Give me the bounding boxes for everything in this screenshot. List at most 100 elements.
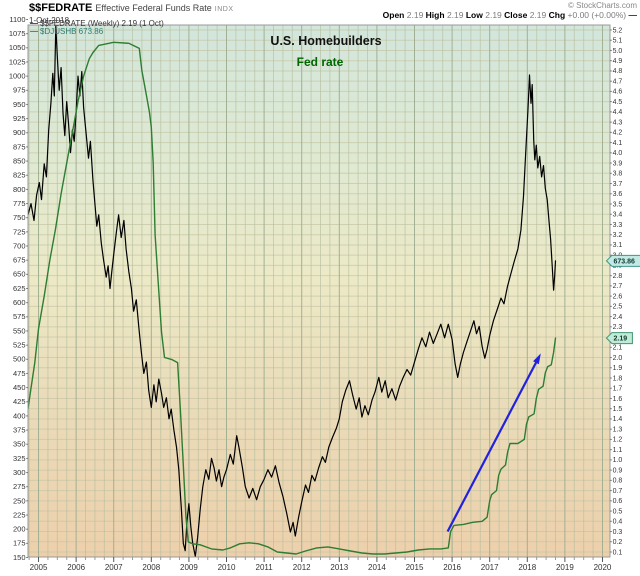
svg-text:1.8: 1.8 — [613, 375, 623, 382]
svg-text:475: 475 — [13, 369, 26, 378]
open-label: Open — [382, 10, 405, 20]
svg-text:2010: 2010 — [218, 563, 236, 572]
chart-legend: — $$FEDRATE (Weekly) 2.19 (1 Oct) — $DJUSH… — [30, 20, 164, 36]
chart-date: 1-Oct-2018 — [29, 16, 70, 25]
svg-text:600: 600 — [13, 298, 26, 307]
close-label: Close — [504, 10, 528, 20]
svg-text:750: 750 — [13, 213, 26, 222]
horizontal-gridlines — [28, 29, 610, 553]
svg-text:2007: 2007 — [105, 563, 123, 572]
svg-text:2.4: 2.4 — [613, 314, 623, 321]
svg-text:575: 575 — [13, 312, 26, 321]
copyright: © StockCharts.com — [567, 1, 637, 10]
svg-text:400: 400 — [13, 411, 26, 420]
svg-text:0.5: 0.5 — [613, 508, 623, 515]
svg-text:2.5: 2.5 — [613, 304, 623, 311]
svg-text:1025: 1025 — [9, 57, 26, 66]
legend-item-djushb: — $DJUSHB 673.86 — [30, 28, 164, 36]
svg-text:1.7: 1.7 — [613, 386, 623, 393]
svg-text:4.5: 4.5 — [613, 99, 623, 106]
annotation-u-s-homebuilders: U.S. Homebuilders — [270, 34, 381, 48]
svg-text:3.3: 3.3 — [613, 222, 623, 229]
svg-text:2020: 2020 — [594, 563, 612, 572]
svg-text:950: 950 — [13, 100, 26, 109]
svg-text:0.9: 0.9 — [613, 467, 623, 474]
svg-text:3.4: 3.4 — [613, 212, 623, 219]
svg-text:850: 850 — [13, 156, 26, 165]
svg-text:4.8: 4.8 — [613, 68, 623, 75]
svg-text:5.2: 5.2 — [613, 27, 623, 34]
svg-text:525: 525 — [13, 341, 26, 350]
svg-text:2019: 2019 — [556, 563, 574, 572]
svg-text:2.7: 2.7 — [613, 283, 623, 290]
svg-text:3.1: 3.1 — [613, 242, 623, 249]
svg-text:1075: 1075 — [9, 29, 26, 38]
svg-text:925: 925 — [13, 114, 26, 123]
svg-text:500: 500 — [13, 355, 26, 364]
svg-text:4.9: 4.9 — [613, 58, 623, 65]
exchange-label: INDX — [214, 6, 234, 13]
svg-text:4.3: 4.3 — [613, 119, 623, 126]
low-value: 2.19 — [485, 10, 502, 20]
svg-text:1.3: 1.3 — [613, 426, 623, 433]
svg-text:725: 725 — [13, 227, 26, 236]
plot-background — [28, 25, 610, 557]
svg-text:4.7: 4.7 — [613, 78, 623, 85]
left-axis: 1100 1075 1050 1025 1000 975 950 925 900 875 850 82… — [9, 15, 28, 562]
svg-text:800: 800 — [13, 185, 26, 194]
svg-text:1.5: 1.5 — [613, 406, 623, 413]
svg-text:3.6: 3.6 — [613, 191, 623, 198]
svg-text:2.3: 2.3 — [613, 324, 623, 331]
svg-text:5.0: 5.0 — [613, 48, 623, 55]
svg-text:3.8: 3.8 — [613, 171, 623, 178]
x-axis: 2005 2006 2007 2008 2009 2010 2011 2012 2013 2014… — [28, 557, 612, 572]
symbol-title: $$FEDRATE — [29, 2, 93, 14]
high-value: 2.19 — [446, 10, 464, 20]
svg-text:3.7: 3.7 — [613, 181, 623, 188]
svg-text:425: 425 — [13, 397, 26, 406]
chart-header: $$FEDRATE Effective Federal Funds Rate IND… — [29, 2, 234, 26]
low-label: Low — [465, 10, 483, 20]
svg-text:1.2: 1.2 — [613, 437, 623, 444]
svg-text:3.2: 3.2 — [613, 232, 623, 239]
svg-text:700: 700 — [13, 241, 26, 250]
symbol-description: Effective Federal Funds Rate — [95, 3, 212, 13]
svg-text:4.1: 4.1 — [613, 140, 623, 147]
svg-text:673.86: 673.86 — [614, 258, 636, 265]
svg-text:1.9: 1.9 — [613, 365, 623, 372]
svg-text:2018: 2018 — [518, 563, 536, 572]
svg-text:375: 375 — [13, 425, 26, 434]
svg-text:3.5: 3.5 — [613, 201, 623, 208]
svg-text:2015: 2015 — [406, 563, 424, 572]
svg-text:1.0: 1.0 — [613, 457, 623, 464]
svg-text:875: 875 — [13, 142, 26, 151]
legend-item-fedrate: — $$FEDRATE (Weekly) 2.19 (1 Oct) — [30, 20, 164, 28]
svg-text:2012: 2012 — [293, 563, 311, 572]
svg-text:1.1: 1.1 — [613, 447, 623, 454]
svg-text:150: 150 — [13, 553, 26, 562]
chg-value: +0.00 (+0.00%) — [567, 10, 627, 20]
svg-text:0.1: 0.1 — [613, 549, 623, 556]
svg-text:2.8: 2.8 — [613, 273, 623, 280]
svg-text:2016: 2016 — [443, 563, 461, 572]
svg-text:0.2: 0.2 — [613, 539, 623, 546]
quote-header: © StockCharts.com Open 2.19 High 2.19 Lo… — [383, 1, 637, 20]
svg-text:1000: 1000 — [9, 72, 26, 81]
svg-text:3.9: 3.9 — [613, 160, 623, 167]
svg-text:2017: 2017 — [481, 563, 499, 572]
svg-text:0.6: 0.6 — [613, 498, 623, 505]
svg-text:2006: 2006 — [67, 563, 85, 572]
open-value: 2.19 — [406, 10, 424, 20]
svg-text:5.1: 5.1 — [613, 38, 623, 45]
svg-text:325: 325 — [13, 454, 26, 463]
price-badge-2-19: 2.19 — [605, 332, 633, 345]
title-row: $$FEDRATE Effective Federal Funds Rate IND… — [29, 2, 234, 15]
svg-text:1.6: 1.6 — [613, 396, 623, 403]
svg-text:550: 550 — [13, 326, 26, 335]
svg-text:2.19: 2.19 — [614, 336, 628, 343]
svg-text:0.8: 0.8 — [613, 478, 623, 485]
svg-text:2013: 2013 — [330, 563, 348, 572]
svg-text:0.4: 0.4 — [613, 519, 623, 526]
